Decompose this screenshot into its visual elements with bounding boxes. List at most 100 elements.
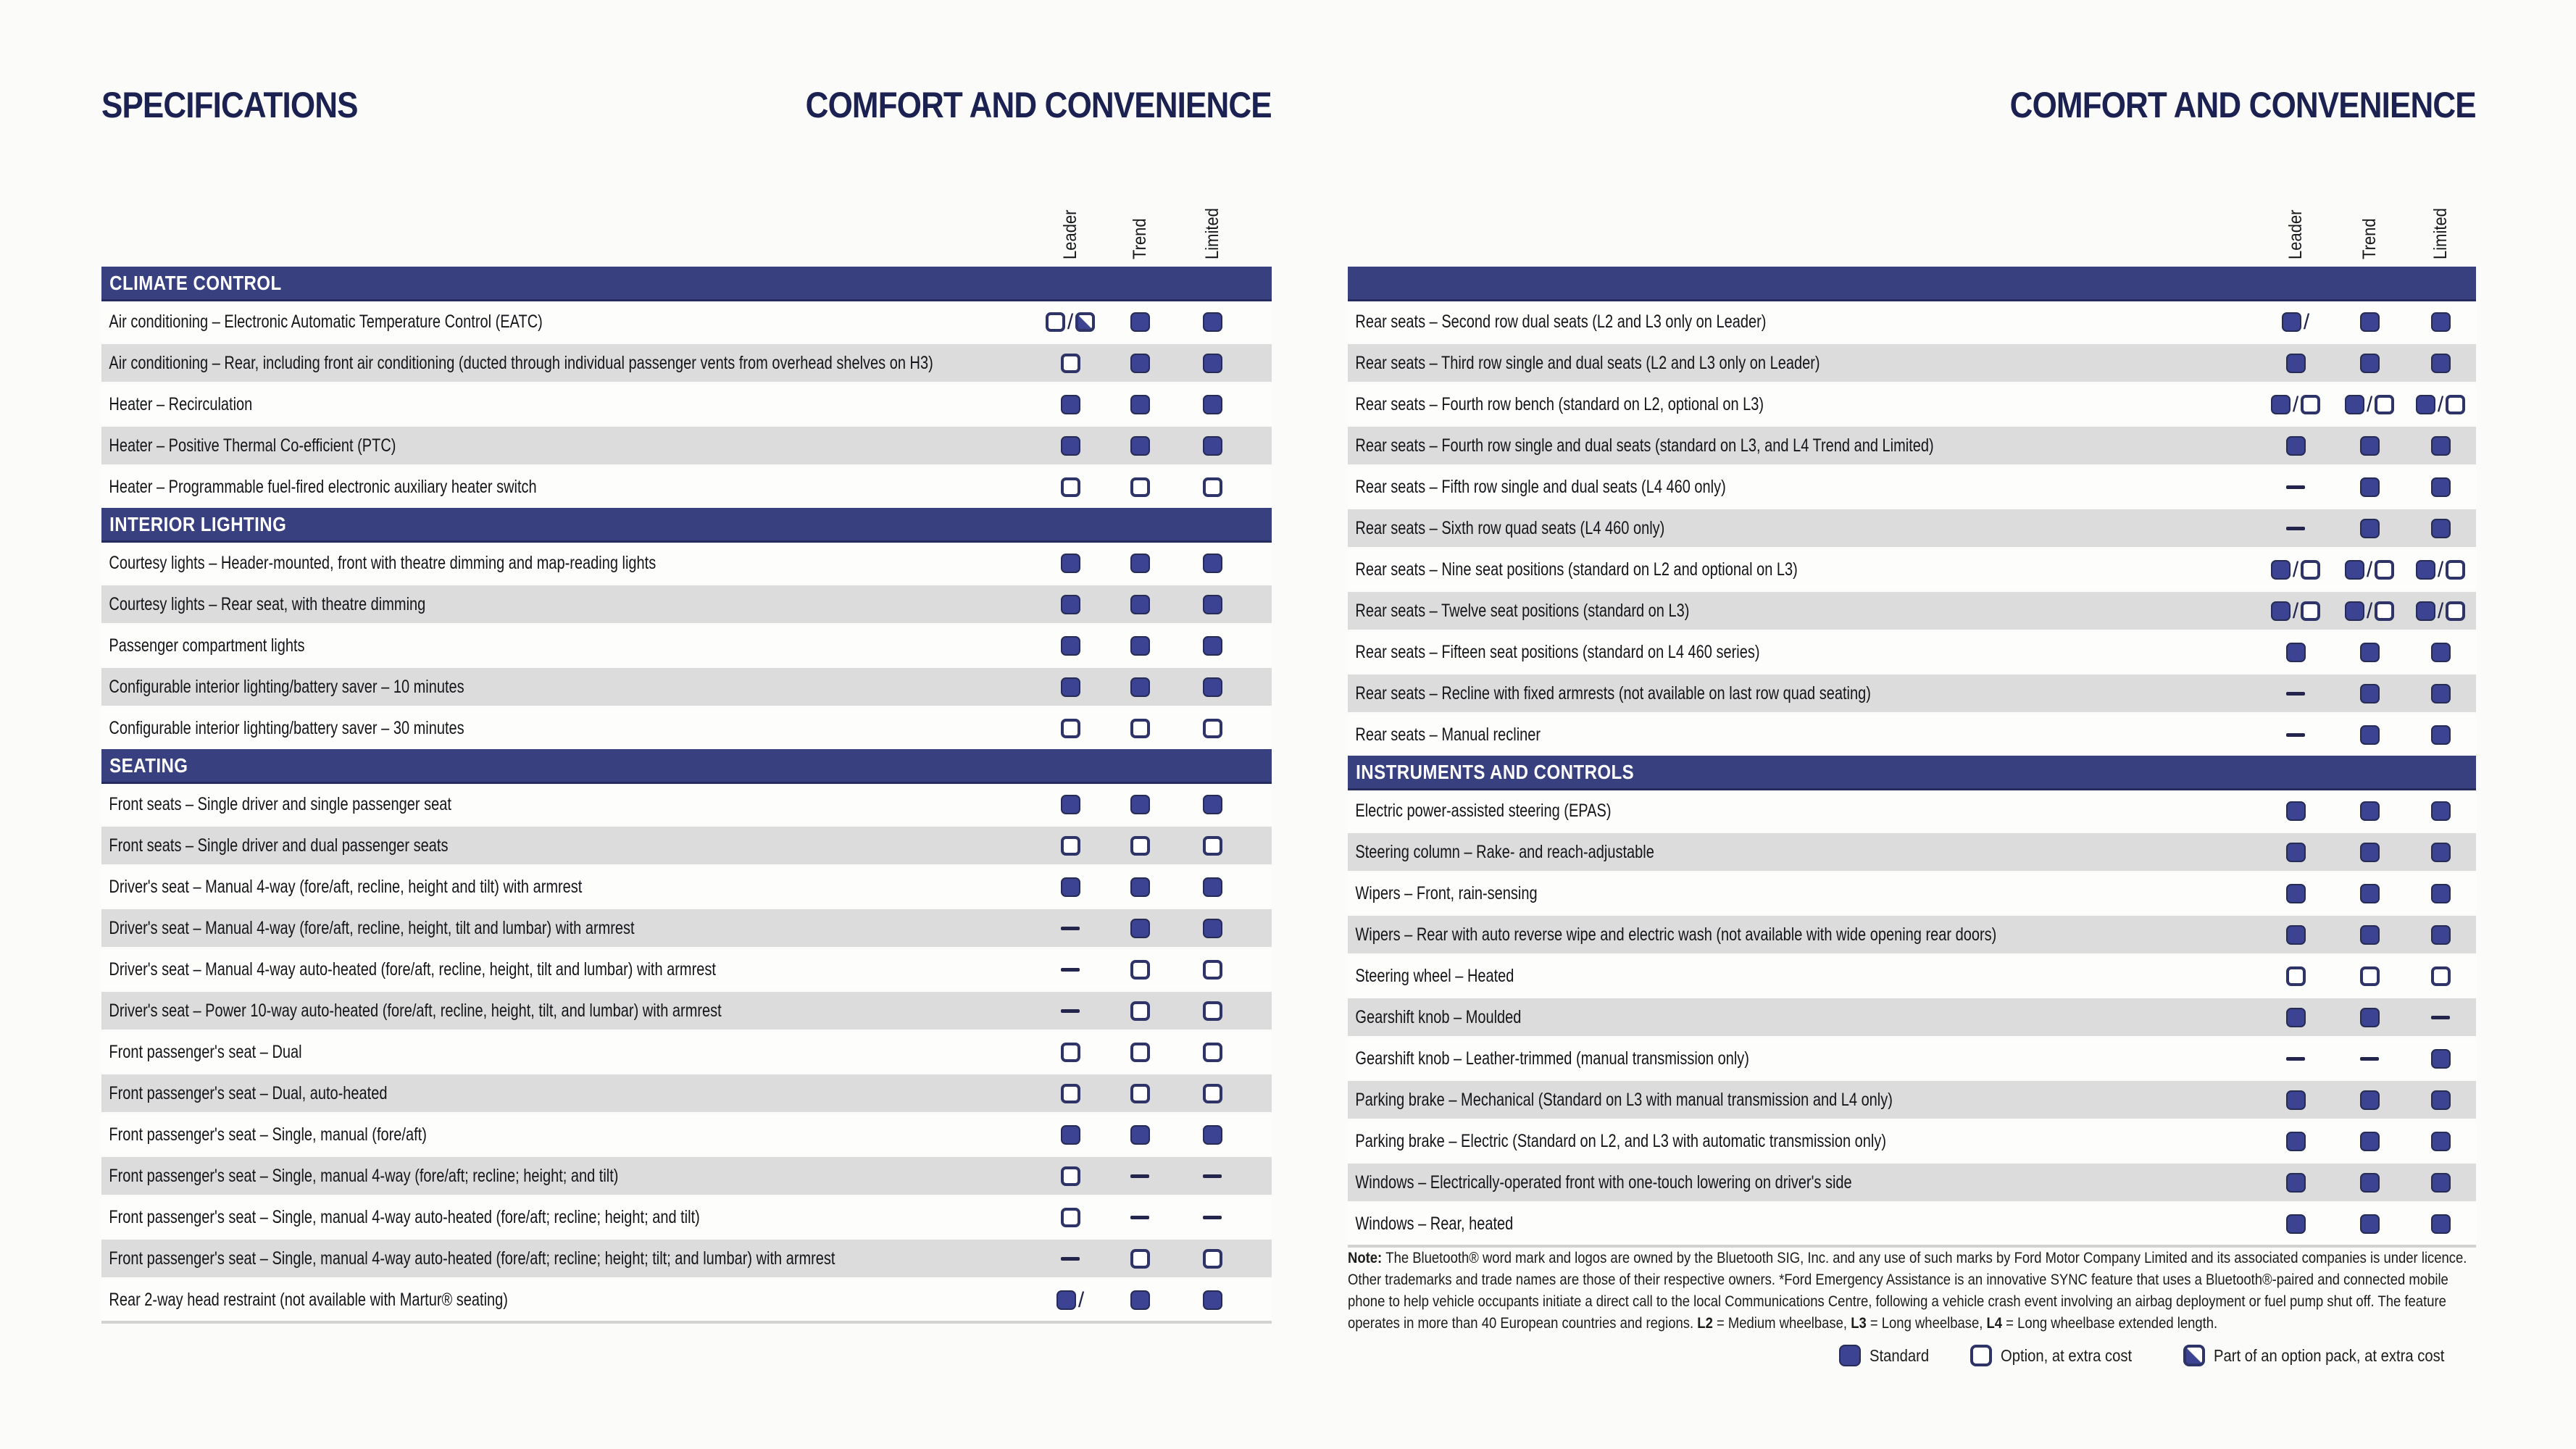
standard-marker (1202, 677, 1222, 697)
slash-separator: / (1077, 1288, 1085, 1312)
availability-cell (1172, 467, 1252, 508)
feature-label: Rear seats – Fifth row single and dual s… (1355, 477, 1726, 497)
slash-separator: / (2292, 393, 2299, 417)
feature-label: Rear seats – Twelve seat positions (stan… (1355, 600, 1690, 621)
availability-cell (2256, 344, 2335, 382)
feature-label: Courtesy lights – Rear seat, with theatr… (109, 593, 426, 614)
availability-cell (1100, 585, 1180, 623)
availability-cell (1030, 543, 1110, 584)
standard-marker (2430, 312, 2451, 332)
feature-row: Steering wheel – Heated (1348, 956, 2476, 997)
feature-row: Front seats – Single driver and dual pas… (101, 825, 1272, 867)
feature-label: Wipers – Front, rain-sensing (1355, 883, 1538, 903)
standard-marker (2430, 1214, 2451, 1234)
availability-cell (1030, 1114, 1110, 1156)
availability-cell (1172, 301, 1252, 343)
feature-label: Front seats – Single driver and single p… (109, 794, 451, 814)
feature-row: Heater – Recirculation (101, 384, 1272, 425)
feature-row: Windows – Rear, heated (1348, 1203, 2476, 1245)
availability-cell (1172, 784, 1252, 825)
standard-marker (1130, 1290, 1150, 1310)
spec-table-left: CLIMATE CONTROL Air conditioning – Electr… (101, 267, 1272, 1324)
availability-cell (1172, 625, 1252, 667)
option-marker (1045, 312, 1065, 332)
column-label-leader: Leader (1060, 209, 1080, 259)
availability-cell (1030, 827, 1110, 864)
column-label-trend: Trend (1130, 218, 1150, 259)
feature-label: Rear seats – Third row single and dual s… (1355, 352, 1820, 373)
option-marker (1060, 1083, 1080, 1103)
standard-marker (2430, 1132, 2451, 1151)
standard-marker (2285, 1214, 2306, 1234)
feature-row: Courtesy lights – Header-mounted, front … (101, 543, 1272, 584)
standard-marker (2430, 643, 2451, 662)
availability-cell (2401, 1038, 2480, 1080)
not-available-marker (1130, 1216, 1149, 1219)
standard-marker (1202, 353, 1222, 373)
feature-row: Rear seats – Second row dual seats (L2 a… (1348, 301, 2476, 343)
standard-marker (1130, 795, 1150, 814)
footnote-text: = Long wheelbase, (1866, 1315, 1987, 1332)
availability-cell (2401, 427, 2480, 464)
option-marker (1060, 1043, 1080, 1062)
availability-cell (1100, 1074, 1180, 1112)
availability-cell (2330, 873, 2409, 914)
feature-label: Heater – Positive Thermal Co-efficient (… (109, 435, 396, 456)
feature-row: Heater – Programmable fuel-fired electro… (101, 467, 1272, 508)
feature-label: Driver's seat – Manual 4-way (fore/aft, … (109, 917, 635, 938)
standard-marker (2285, 801, 2306, 821)
availability-cell (1030, 384, 1110, 425)
availability-cell (2401, 675, 2480, 712)
feature-label: Rear seats – Sixth row quad seats (L4 46… (1355, 517, 1665, 538)
footnote: Note: The Bluetooth® word mark and logos… (1348, 1248, 2477, 1335)
feature-row: Rear seats – Fourth row single and dual … (1348, 425, 2476, 467)
feature-label: Air conditioning – Rear, including front… (109, 352, 933, 373)
feature-label: Rear seats – Second row dual seats (L2 a… (1355, 312, 1767, 332)
feature-label: Rear seats – Fourth row bench (standard … (1355, 394, 1764, 414)
slash-separator: / (2292, 598, 2299, 623)
legend-label: Option, at extra cost (2001, 1345, 2133, 1365)
availability-cell (1030, 708, 1110, 749)
option-marker (1202, 1083, 1222, 1103)
standard-marker (1130, 636, 1150, 656)
slash-separator: / (2303, 310, 2310, 334)
standard-marker (2430, 924, 2451, 945)
availability-cell (2401, 509, 2480, 547)
standard-marker (2344, 601, 2364, 621)
availability-cell (1030, 1240, 1110, 1277)
availability-cell (1172, 949, 1252, 990)
option-marker (2285, 966, 2306, 986)
availability-cell: / (1030, 301, 1110, 343)
availability-cell (1030, 949, 1110, 990)
availability-cell (1100, 784, 1180, 825)
section-title-right: COMFORT AND CONVENIENCE (2009, 85, 2477, 125)
feature-row: Electric power-assisted steering (EPAS) (1348, 790, 2476, 832)
availability-cell (2401, 1121, 2480, 1162)
availability-cell: / (2401, 549, 2480, 590)
availability-cell (2401, 956, 2480, 997)
feature-row: Front passenger's seat – Single, manual … (101, 1238, 1272, 1279)
availability-cell (1172, 1157, 1252, 1195)
standard-marker (2359, 842, 2380, 862)
feature-label: Steering wheel – Heated (1355, 966, 1514, 986)
standard-marker (2285, 1132, 2306, 1151)
availability-cell: / (2401, 592, 2480, 630)
standard-marker (2415, 395, 2435, 414)
slash-separator: / (1067, 310, 1074, 334)
availability-cell (1172, 668, 1252, 706)
availability-cell (2401, 790, 2480, 832)
feature-label: Steering column – Rake- and reach-adjust… (1355, 841, 1654, 862)
standard-marker (2281, 312, 2301, 332)
availability-cell: / (2330, 384, 2409, 425)
availability-cell: / (2401, 384, 2480, 425)
standard-marker (1202, 395, 1222, 414)
legend-item: Option, at extra cost (1970, 1345, 2150, 1366)
standard-marker (2359, 1172, 2380, 1193)
feature-label: Front passenger's seat – Single, manual … (109, 1165, 619, 1186)
feature-row: Front passenger's seat – Single, manual … (101, 1197, 1272, 1238)
feature-row: Rear seats – Nine seat positions (standa… (1348, 549, 2476, 590)
feature-row: Gearshift knob – Leather-trimmed (manual… (1348, 1038, 2476, 1080)
availability-cell (2256, 714, 2335, 756)
standard-marker (2285, 353, 2306, 373)
option-marker (1130, 1248, 1150, 1269)
